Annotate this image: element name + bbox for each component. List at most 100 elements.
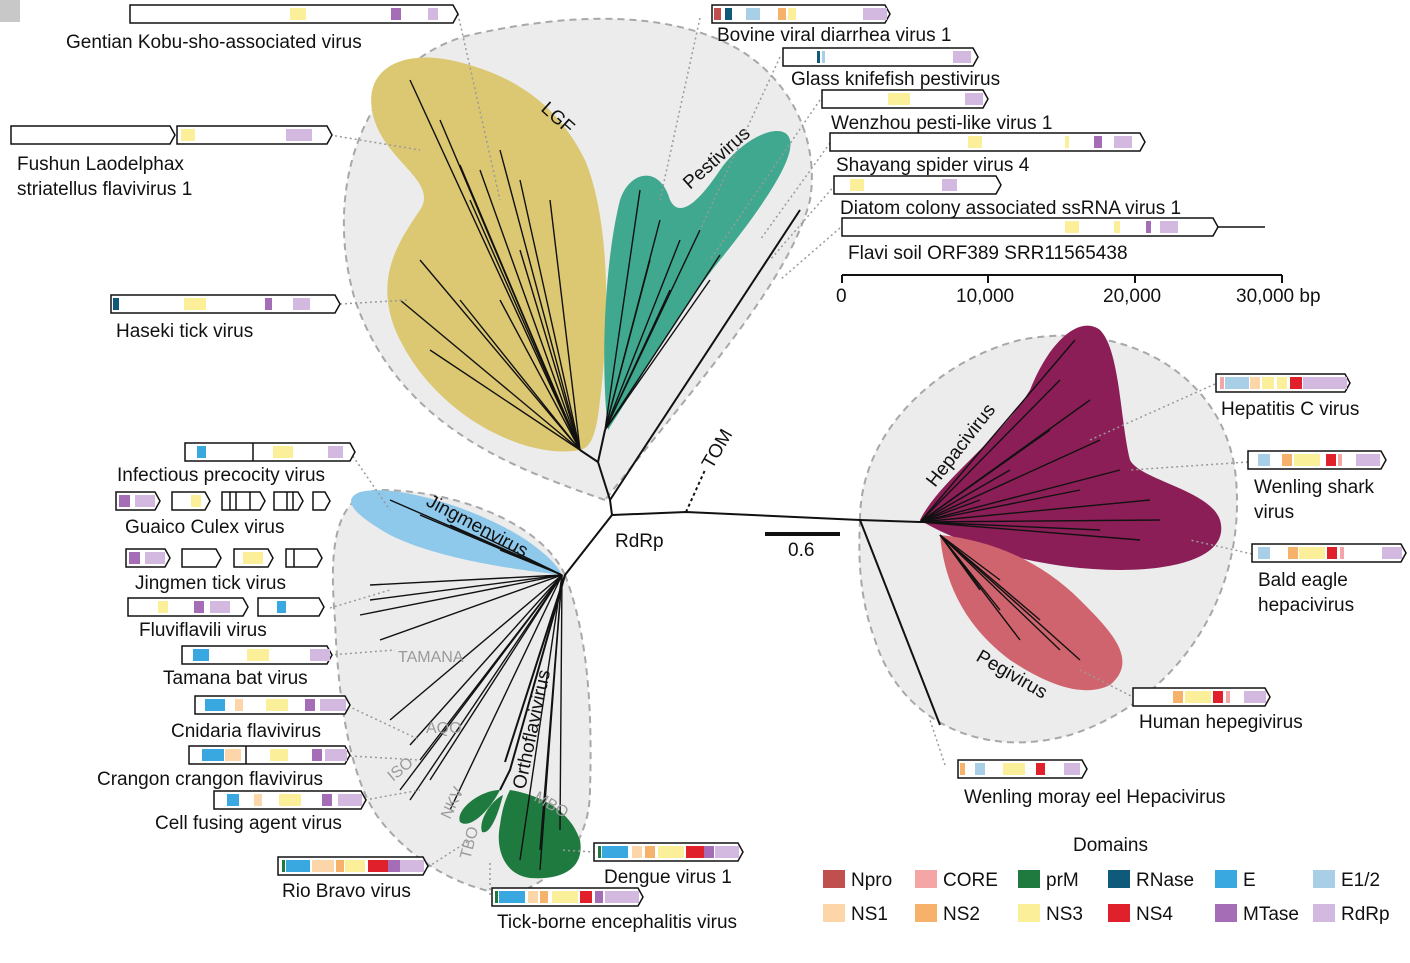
- domain-block: [1003, 763, 1025, 775]
- tree-branch: [919, 521, 1101, 531]
- domain-block: [290, 8, 306, 20]
- virus-label: striatellus flavivirus 1: [17, 179, 192, 200]
- domain-block: [1250, 377, 1260, 389]
- virus-label: Diatom colony associated ssRNA virus 1: [840, 198, 1181, 219]
- tree-branch: [939, 534, 1001, 581]
- domain-block: [338, 794, 362, 806]
- genome-diagrams: [10, 4, 1407, 907]
- corner-marker: [0, 0, 20, 22]
- domain-block: [235, 699, 243, 711]
- domain-block: [1213, 691, 1223, 703]
- domain-block: [286, 129, 312, 141]
- domain-block: [279, 794, 301, 806]
- tree-branch: [539, 574, 563, 871]
- domain-block: [788, 8, 796, 20]
- domain-block: [1327, 547, 1337, 559]
- legend-swatch: [1313, 904, 1335, 922]
- domain-block: [1114, 136, 1132, 148]
- domain-block: [181, 129, 195, 141]
- legend-label: Npro: [851, 870, 892, 891]
- genome-segment: [312, 491, 331, 511]
- tree-branch: [369, 574, 563, 586]
- scale-bar-label: 0.6: [788, 540, 814, 561]
- domain-block: [499, 891, 525, 903]
- axis-tick-label: 20,000: [1103, 286, 1161, 307]
- domain-block: [113, 298, 119, 310]
- tree-branch: [939, 534, 1081, 661]
- legend-swatch: [1108, 870, 1130, 888]
- clade-branch-fans: [359, 79, 1161, 871]
- domain-block: [495, 891, 498, 903]
- tree-branch: [604, 239, 681, 431]
- domain-block: [1294, 454, 1320, 466]
- legend-label: CORE: [943, 870, 998, 891]
- tree-branch: [919, 469, 1011, 523]
- tree-branches: [499, 209, 941, 791]
- legend-swatch: [1215, 904, 1237, 922]
- tree-branch: [459, 164, 581, 451]
- virus-label: Gentian Kobu-sho-associated virus: [66, 32, 362, 53]
- legend-label: NS4: [1136, 904, 1173, 925]
- tree-branch: [469, 199, 581, 451]
- tree-branch: [919, 439, 1101, 523]
- virus-label: Dengue virus 1: [604, 867, 732, 888]
- genome-segment: [10, 125, 176, 145]
- domain-block: [119, 495, 130, 507]
- domain-block: [1226, 691, 1230, 703]
- legend-title: Domains: [1073, 835, 1148, 856]
- domain-block: [282, 860, 285, 872]
- tree-branch: [359, 574, 563, 616]
- domain-block: [158, 601, 168, 613]
- domain-block: [247, 649, 269, 661]
- axis-tick-label: 10,000: [956, 286, 1014, 307]
- domain-block: [686, 846, 704, 858]
- domain-block: [1382, 547, 1402, 559]
- domain-block: [1173, 691, 1183, 703]
- virus-label: Wenzhou pesti-like virus 1: [831, 113, 1052, 134]
- tree-branch: [499, 149, 581, 451]
- domain-block: [202, 749, 224, 761]
- tree-branch: [459, 299, 581, 451]
- genome-segment: [273, 491, 304, 511]
- domain-block: [580, 891, 592, 903]
- domain-block: [266, 699, 288, 711]
- domain-block: [305, 699, 315, 711]
- tree-branch: [519, 249, 581, 451]
- domain-block: [312, 749, 322, 761]
- domain-block: [778, 8, 786, 20]
- genome-length-axis: 0 10,000 20,000 30,000 bp: [836, 274, 1321, 307]
- hepacivirus-clade: [920, 325, 1222, 570]
- domain-block: [725, 8, 732, 20]
- tom-label: TOM: [698, 426, 737, 473]
- domain-block: [225, 749, 241, 761]
- domain-block: [1064, 763, 1080, 775]
- tree-branch: [604, 259, 651, 431]
- domain-block: [602, 846, 628, 858]
- domain-block: [863, 8, 887, 20]
- tree-branch: [499, 549, 563, 576]
- legend-swatch: [915, 870, 937, 888]
- domain-block: [428, 8, 438, 20]
- genome-segment: [110, 294, 341, 314]
- legend-label: MTase: [1243, 904, 1299, 925]
- domain-block: [714, 8, 721, 20]
- genome-segment: [221, 491, 266, 511]
- domain-block: [1258, 454, 1270, 466]
- virus-label: Bovine viral diarrhea virus 1: [717, 25, 951, 46]
- lgf-clade: [371, 57, 607, 452]
- tree-branch: [369, 574, 563, 601]
- virus-label: Cell fusing agent virus: [155, 813, 342, 834]
- domain-block: [528, 891, 538, 903]
- tree-branch: [409, 574, 563, 801]
- domain-block: [320, 699, 346, 711]
- domain-block: [388, 860, 400, 872]
- domain-block: [345, 860, 365, 872]
- domain-block: [1258, 547, 1270, 559]
- domain-block: [1036, 763, 1045, 775]
- tree-branch: [559, 574, 563, 831]
- domain-block: [715, 846, 739, 858]
- tom-branch: [685, 469, 706, 513]
- legend-swatch: [1108, 904, 1130, 922]
- legend-swatch: [823, 904, 845, 922]
